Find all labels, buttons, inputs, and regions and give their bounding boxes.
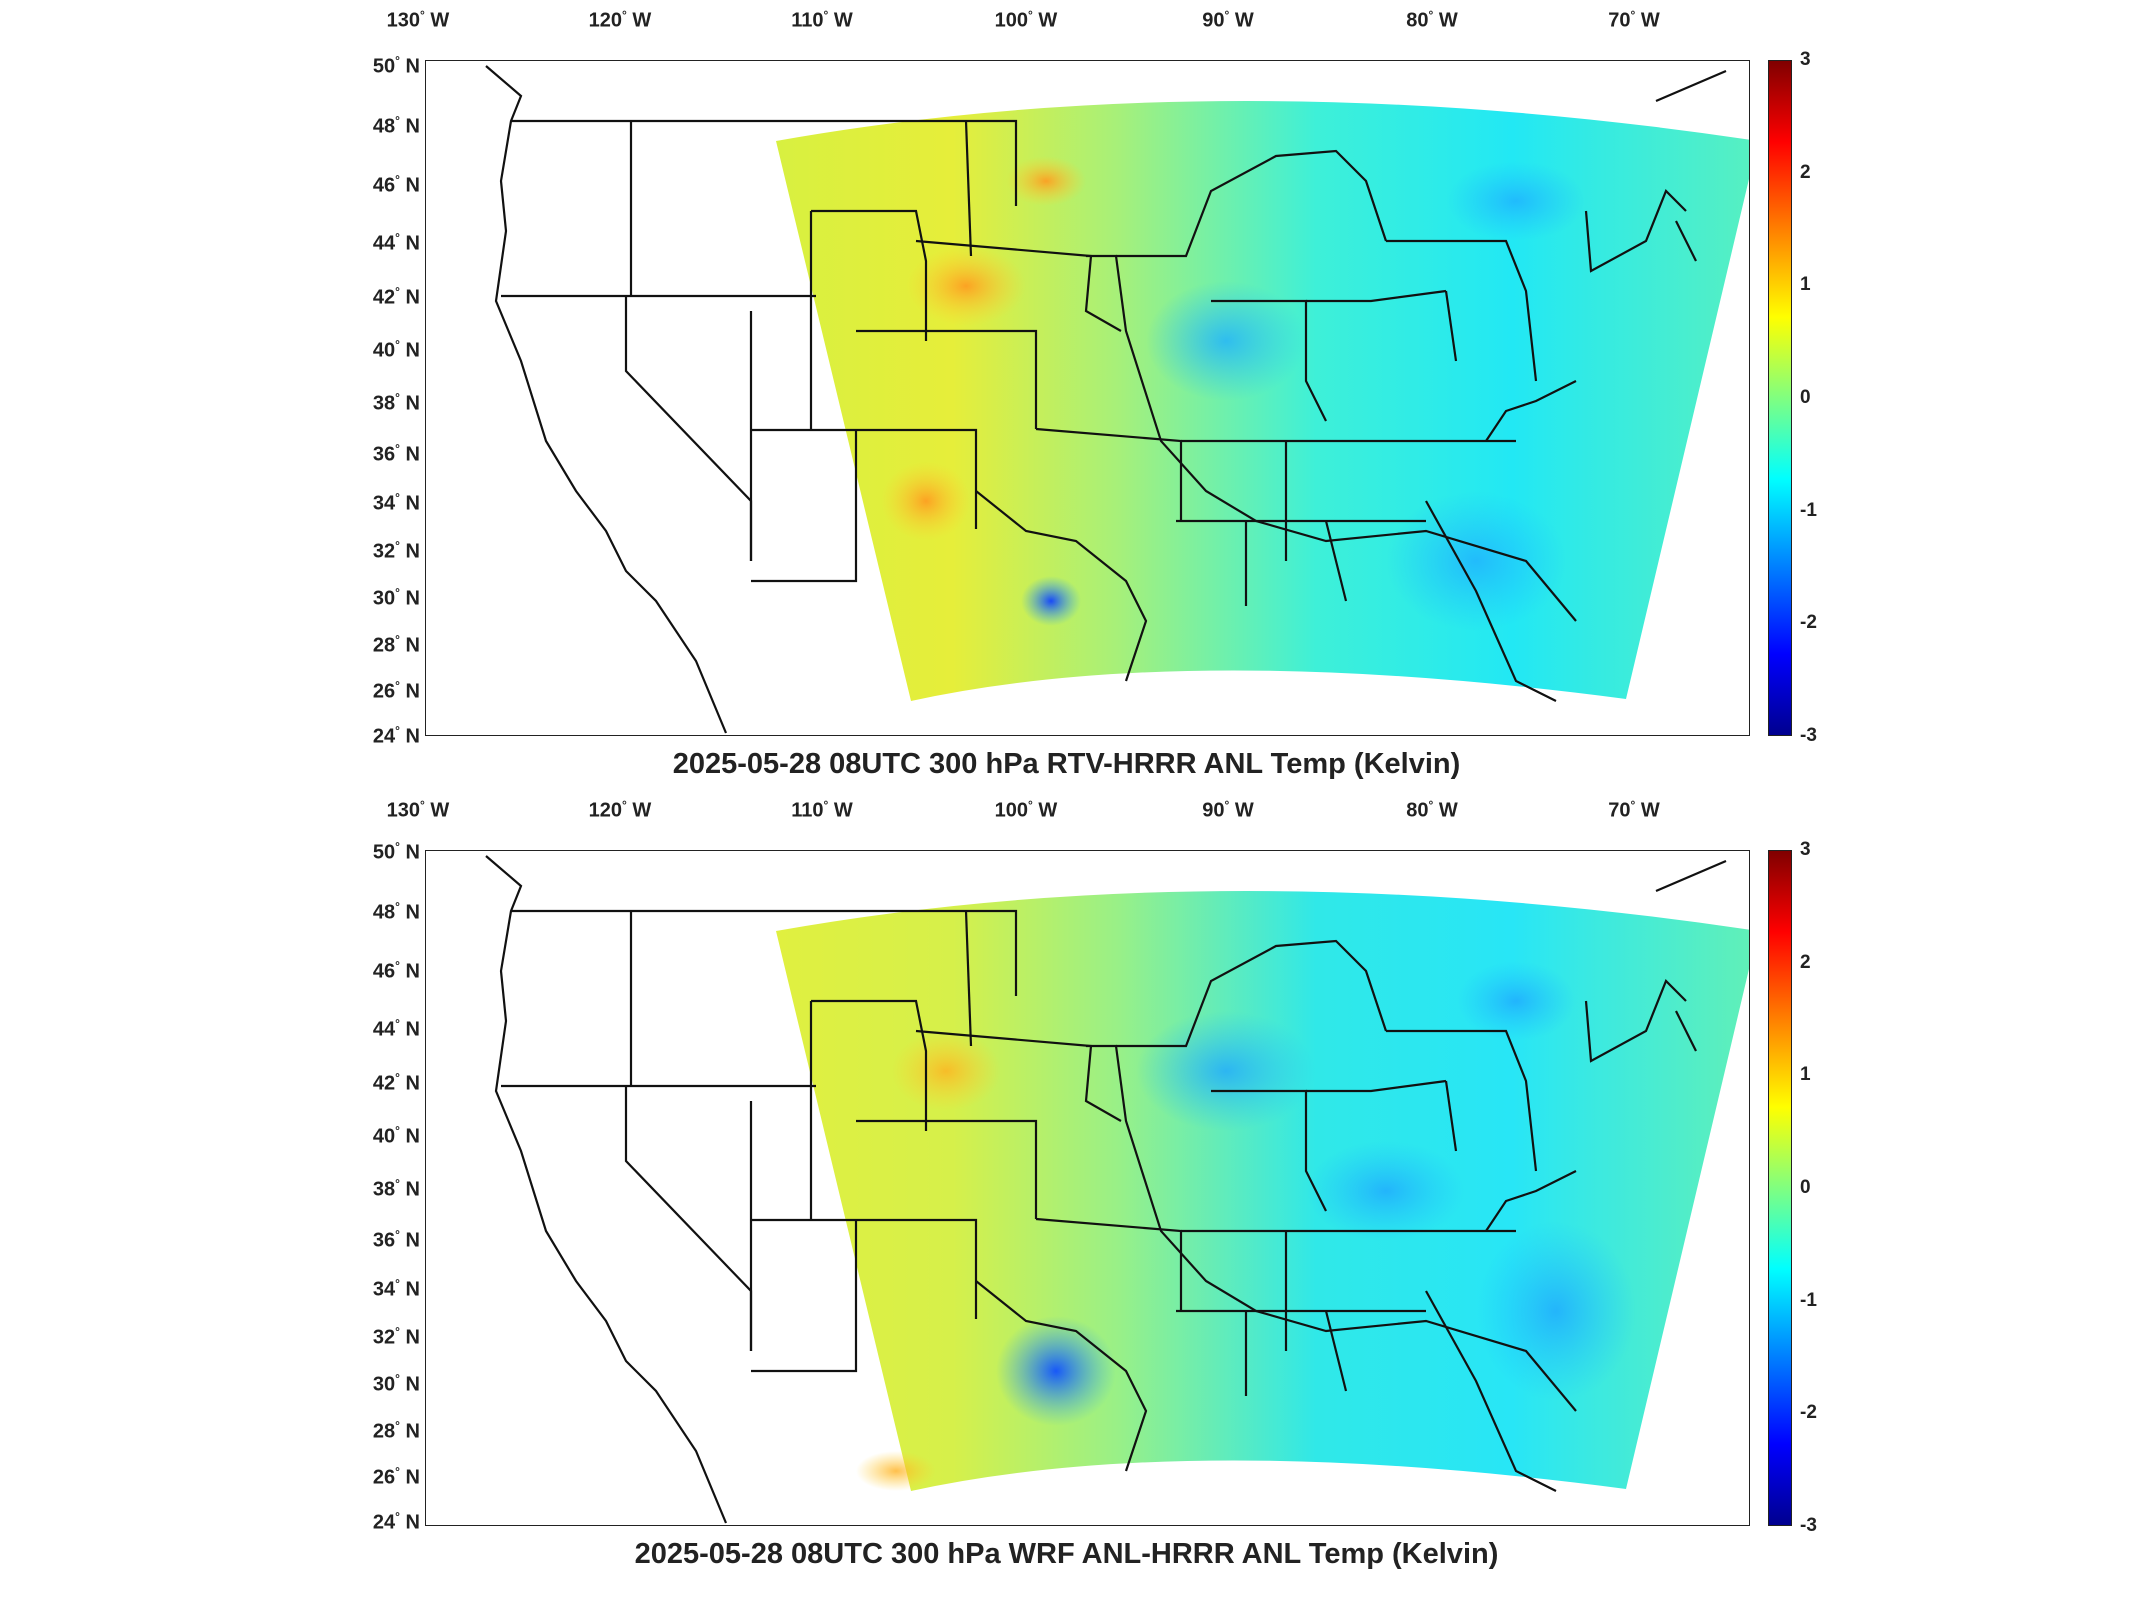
lat-label: 40° N (372, 1123, 420, 1148)
colorbar-ticks-top: 3 2 1 0 -1 -2 -3 (1800, 49, 1840, 746)
lat-label: 44° N (372, 230, 420, 255)
lat-label: 32° N (372, 538, 420, 563)
lon-label: 100° W (994, 798, 1058, 822)
lat-label: 42° N (372, 284, 420, 309)
map-svg-bottom (485, 855, 1749, 1524)
lon-label: 70° W (1608, 798, 1660, 822)
map-panel-top: 130° W 120° W 110° W 100° W 90° W 80° W … (0, 0, 2133, 800)
lat-label: 30° N (372, 585, 420, 610)
lon-label: 120° W (588, 798, 652, 822)
data-field (776, 101, 1749, 701)
colorbar-tick: 1 (1800, 1064, 1811, 1085)
lat-label: 36° N (372, 441, 420, 466)
colorbar-tick: -3 (1800, 725, 1817, 746)
lat-label: 38° N (372, 1176, 420, 1201)
map-title: 2025-05-28 08UTC 300 hPa WRF ANL-HRRR AN… (634, 1538, 1499, 1570)
lat-label: 38° N (372, 390, 420, 415)
lat-label: 44° N (372, 1016, 420, 1041)
lon-label: 90° W (1202, 8, 1254, 32)
map-area-top (425, 60, 1750, 736)
colorbar-tick: 2 (1800, 952, 1811, 973)
colorbar-tick: -2 (1800, 612, 1817, 633)
colorbar-tick: 3 (1800, 49, 1811, 70)
lon-label: 70° W (1608, 8, 1660, 32)
lat-label: 46° N (372, 172, 420, 197)
colorbar-tick: -1 (1800, 500, 1817, 521)
longitude-axis-bottom: 130° W 120° W 110° W 100° W 90° W 80° W … (0, 798, 2133, 828)
lat-label: 30° N (372, 1371, 420, 1396)
lat-label: 40° N (372, 337, 420, 362)
colorbar-tick: 3 (1800, 839, 1811, 860)
lon-label: 120° W (588, 8, 652, 32)
colorbar-tick: 0 (1800, 387, 1811, 408)
colorbar-tick: -1 (1800, 1290, 1817, 1311)
lon-label: 130° W (386, 8, 450, 32)
lon-label: 110° W (791, 8, 853, 32)
colorbar-tick: 1 (1800, 274, 1811, 295)
colorbar-ticks-bottom: 3 2 1 0 -1 -2 -3 (1800, 839, 1840, 1536)
longitude-axis-top: 130° W 120° W 110° W 100° W 90° W 80° W … (0, 8, 2133, 38)
lat-label: 24° N (372, 1509, 420, 1534)
lon-label: 80° W (1406, 798, 1458, 822)
lon-label: 100° W (994, 8, 1058, 32)
lat-label: 36° N (372, 1227, 420, 1252)
map-panel-bottom: 130° W 120° W 110° W 100° W 90° W 80° W … (0, 790, 2133, 1590)
lon-label: 80° W (1406, 8, 1458, 32)
colorbar-top (1768, 60, 1792, 736)
colorbar-tick: -3 (1800, 1515, 1817, 1536)
lon-label: 90° W (1202, 798, 1254, 822)
latitude-axis-bottom: 50° N 48° N 46° N 44° N 42° N 40° N 38° … (340, 790, 420, 1590)
colorbar-tick: 2 (1800, 162, 1811, 183)
map-area-bottom (425, 850, 1750, 1526)
latitude-axis-top: 50° N 48° N 46° N 44° N 42° N 40° N 38° … (340, 0, 420, 800)
colorbar-tick: -2 (1800, 1402, 1817, 1423)
colorbar-bottom (1768, 850, 1792, 1526)
lat-label: 24° N (372, 723, 420, 748)
lat-label: 48° N (372, 899, 420, 924)
lat-label: 50° N (372, 53, 420, 78)
lon-label: 110° W (791, 798, 853, 822)
lat-label: 48° N (372, 113, 420, 138)
state-borders (485, 855, 1727, 1524)
lat-label: 26° N (372, 1464, 420, 1489)
data-field (776, 891, 1749, 1491)
colorbar-tick: 0 (1800, 1177, 1811, 1198)
lat-label: 32° N (372, 1324, 420, 1349)
lat-label: 28° N (372, 1418, 420, 1443)
lat-label: 34° N (372, 490, 420, 515)
lat-label: 46° N (372, 958, 420, 983)
lon-label: 130° W (386, 798, 450, 822)
map-title: 2025-05-28 08UTC 300 hPa RTV-HRRR ANL Te… (672, 748, 1461, 780)
state-borders (485, 65, 1727, 734)
lat-label: 26° N (372, 678, 420, 703)
lat-label: 50° N (372, 839, 420, 864)
lat-label: 28° N (372, 632, 420, 657)
map-svg-top (485, 65, 1749, 734)
lat-label: 34° N (372, 1276, 420, 1301)
lat-label: 42° N (372, 1070, 420, 1095)
